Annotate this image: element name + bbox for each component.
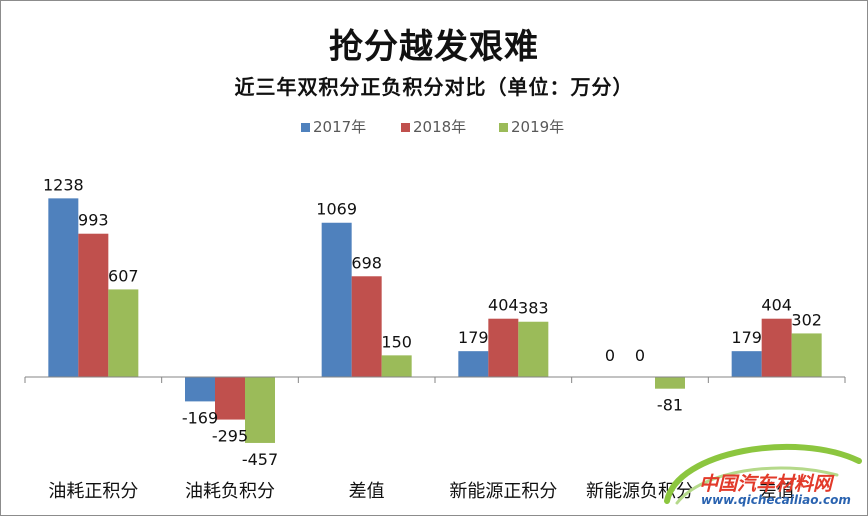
legend-swatch-2 xyxy=(499,123,508,132)
bar-1-1 xyxy=(215,377,245,420)
bar-3-1 xyxy=(488,318,519,377)
bar-3-0 xyxy=(458,351,489,377)
data-label-5-0: 179 xyxy=(731,328,762,347)
chart-subtitle: 近三年双积分正负积分对比（单位：万分） xyxy=(234,75,634,99)
data-label-2-0: 1069 xyxy=(316,200,357,219)
data-label-5-2: 302 xyxy=(791,310,822,329)
bars-group xyxy=(48,198,822,443)
data-label-2-1: 698 xyxy=(351,253,382,272)
data-label-0-0: 1238 xyxy=(43,175,84,194)
chart-title: 抢分越发艰难 xyxy=(329,27,539,67)
bar-2-1 xyxy=(351,276,382,377)
bar-4-2 xyxy=(655,377,685,389)
x-tick-label-1: 油耗负积分 xyxy=(185,481,275,502)
data-label-3-2: 383 xyxy=(518,299,549,318)
bar-2-2 xyxy=(381,355,412,377)
data-label-0-1: 993 xyxy=(78,211,109,230)
chart-legend: 2017年 2018年 2019年 xyxy=(301,118,564,136)
data-label-4-1: 0 xyxy=(635,346,645,365)
data-label-1-1: -295 xyxy=(212,427,248,446)
x-tick-label-5: 差值 xyxy=(759,481,795,502)
bar-0-2 xyxy=(108,289,139,377)
data-label-1-2: -457 xyxy=(242,450,278,469)
legend-swatch-1 xyxy=(401,123,410,132)
bar-5-2 xyxy=(791,333,822,377)
legend-label-0: 2017年 xyxy=(313,118,366,136)
bar-5-1 xyxy=(761,318,792,377)
data-label-0-2: 607 xyxy=(108,266,139,285)
data-label-4-2: -81 xyxy=(657,396,683,415)
bar-1-2 xyxy=(245,377,275,443)
x-tick-label-2: 差值 xyxy=(349,481,385,502)
legend-swatch-0 xyxy=(301,123,310,132)
legend-label-1: 2018年 xyxy=(413,118,466,136)
data-label-3-0: 179 xyxy=(458,328,489,347)
bar-5-0 xyxy=(731,351,762,377)
bar-3-2 xyxy=(518,321,549,377)
legend-label-2: 2019年 xyxy=(511,118,564,136)
data-label-5-1: 404 xyxy=(761,296,792,315)
x-tick-label-4: 新能源负积分 xyxy=(586,481,694,502)
bar-1-0 xyxy=(185,377,215,402)
bar-0-1 xyxy=(78,233,109,377)
data-label-1-0: -169 xyxy=(182,408,218,427)
data-label-3-1: 404 xyxy=(488,296,519,315)
x-tick-label-0: 油耗正积分 xyxy=(48,481,138,502)
bar-0-0 xyxy=(48,198,79,377)
data-label-4-0: 0 xyxy=(605,346,615,365)
bar-2-0 xyxy=(321,222,352,377)
x-tick-label-3: 新能源正积分 xyxy=(449,481,557,502)
x-axis: 油耗正积分 油耗负积分 差值 新能源正积分 新能源负积分 差值 xyxy=(24,376,846,502)
data-label-2-2: 150 xyxy=(381,332,412,351)
